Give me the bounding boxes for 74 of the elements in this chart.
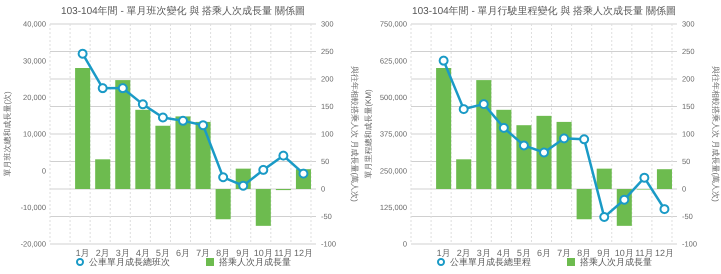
- bar: [576, 189, 592, 220]
- bar: [656, 169, 672, 189]
- point: [539, 147, 549, 158]
- x-tick-label: 6月: [176, 248, 190, 258]
- legend-label: 搭乘人次月成長量: [219, 257, 291, 268]
- x-tick-label: 7月: [196, 248, 210, 258]
- point: [619, 194, 630, 205]
- x-tick-label: 3月: [116, 248, 130, 258]
- bar: [216, 189, 231, 220]
- point: [158, 112, 168, 122]
- bar: [476, 80, 492, 189]
- point: [118, 83, 128, 94]
- legend-label: 公車單月成長總班次: [89, 257, 170, 268]
- point: [78, 48, 88, 59]
- x-tick-label: 10月: [254, 248, 273, 258]
- x-tick-label: 11月: [635, 248, 654, 258]
- point: [559, 133, 570, 144]
- point: [98, 83, 108, 94]
- point: [438, 56, 449, 66]
- x-tick-label: 8月: [216, 248, 230, 258]
- bar: [536, 116, 552, 189]
- y2-axis-title: 與往年相較搭乘人次 月成長量(萬人次): [711, 66, 720, 202]
- point: [458, 104, 469, 114]
- bar: [436, 68, 452, 189]
- x-tick-label: 12月: [654, 248, 674, 258]
- bar: [135, 110, 150, 189]
- chart-title: 103-104年間 - 單月班次變化 與 搭乘人次成長量 關係圖: [61, 5, 305, 17]
- point: [599, 212, 610, 222]
- x-tick-label: 2月: [456, 248, 471, 258]
- point: [278, 150, 288, 161]
- bar: [556, 122, 572, 189]
- bar: [456, 159, 472, 189]
- point: [138, 99, 148, 110]
- x-tick-label: 8月: [577, 248, 592, 258]
- point: [579, 134, 590, 144]
- bar: [155, 126, 170, 189]
- point: [238, 180, 248, 191]
- x-tick-label: 4月: [136, 248, 150, 258]
- bar: [95, 159, 110, 189]
- bar: [175, 116, 191, 189]
- bar: [496, 110, 512, 189]
- y-axis-title: 單月班次總和成長量(次): [3, 91, 12, 177]
- x-tick-label: 4月: [496, 248, 511, 258]
- x-tick-label: 5月: [516, 248, 531, 258]
- x-tick-label: 7月: [557, 248, 572, 258]
- x-tick-label: 9月: [597, 248, 612, 258]
- x-tick-label: 5月: [156, 248, 170, 258]
- x-tick-label: 1月: [436, 248, 451, 258]
- x-tick-label: 1月: [76, 248, 90, 258]
- point: [498, 122, 509, 133]
- chart-title: 103-104年間 - 單月行駛里程變化 與 搭乘人次成長量 關係圖: [412, 5, 676, 17]
- x-tick-label: 6月: [536, 248, 552, 258]
- x-tick-label: 9月: [236, 248, 250, 258]
- y2-axis-title: 與往年相較搭乘人次 月成長量(萬人次): [350, 66, 359, 202]
- bar: [596, 168, 612, 189]
- point: [218, 172, 228, 182]
- bar: [115, 80, 130, 189]
- point: [478, 99, 489, 110]
- x-tick-label: 3月: [476, 248, 491, 258]
- point: [178, 116, 188, 126]
- point: [659, 204, 670, 214]
- point: [639, 172, 650, 183]
- bar: [256, 189, 271, 226]
- point: [518, 140, 529, 150]
- x-tick-label: 11月: [274, 248, 293, 258]
- y-axis-title: 單月里程總和成長量(KM): [364, 89, 373, 179]
- legend-label: 搭乘人次月成長量: [580, 257, 652, 268]
- legend-label: 公車單月成長總里程: [450, 257, 531, 268]
- x-tick-label: 2月: [96, 248, 110, 258]
- x-tick-label: 12月: [294, 248, 313, 258]
- x-tick-label: 10月: [614, 248, 634, 258]
- bar: [75, 68, 90, 189]
- point: [258, 164, 268, 175]
- point: [198, 120, 208, 130]
